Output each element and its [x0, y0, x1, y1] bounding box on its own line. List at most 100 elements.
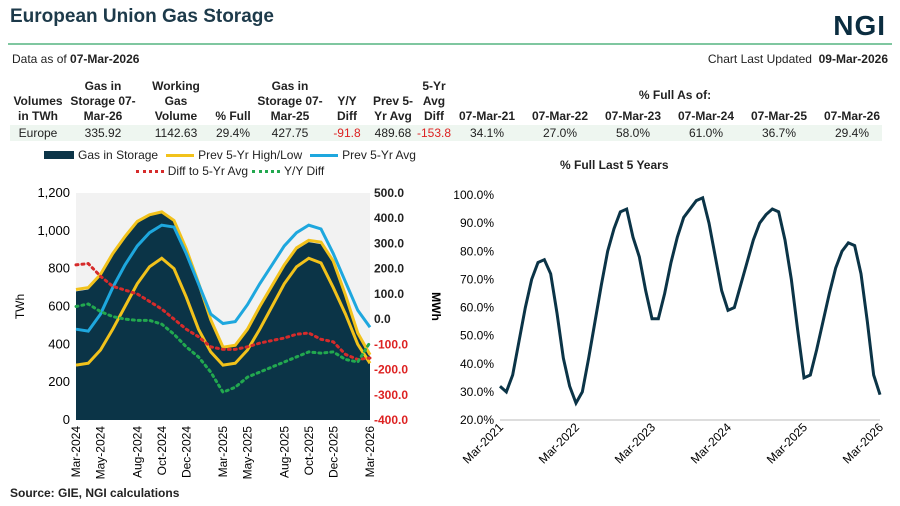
- chart2-title: % Full Last 5 Years: [560, 158, 669, 172]
- y-tick: 30.0%: [460, 385, 494, 399]
- col-header: Gas in Storage 07-Mar-25: [257, 66, 323, 124]
- y-tick: 40.0%: [460, 357, 494, 371]
- legend-label: Prev 5-Yr High/Low: [198, 148, 303, 162]
- ngi-logo: NGI: [833, 10, 886, 41]
- col-header-text: Working Gas Volume: [152, 79, 200, 123]
- y-tick: 1,000: [37, 223, 70, 238]
- y-tick: 20.0%: [460, 413, 494, 427]
- x-tick: Aug-2025: [277, 426, 291, 478]
- x-tick: Dec-2025: [326, 426, 340, 478]
- table-cell: 1142.63: [144, 125, 208, 141]
- x-tick: Mar-2024: [688, 420, 734, 466]
- x-tick: Mar-2023: [612, 420, 658, 466]
- y2-tick: 0.0: [374, 312, 391, 326]
- y-tick: 90.0%: [460, 216, 494, 230]
- table-cell-text: 29.4%: [215, 126, 251, 140]
- pct-date-header: 07-Mar-23: [600, 66, 666, 124]
- yy-diff-line: [74, 302, 372, 395]
- diff-avg-line: [74, 262, 372, 362]
- y-tick: 100.0%: [453, 188, 494, 202]
- legend-yy-diff: Y/Y Diff: [252, 164, 324, 178]
- pct-cell: 34.1%: [454, 125, 520, 141]
- pct-date-header-text: 07-Mar-21: [458, 109, 516, 123]
- pct-date-header: 07-Mar-25: [746, 66, 812, 124]
- table-cell-text: -91.8: [333, 126, 361, 140]
- x-tick: Aug-2024: [130, 426, 144, 478]
- legend-diff-avg: Diff to 5-Yr Avg: [135, 164, 248, 178]
- y2-axis-label: MWh: [429, 292, 443, 321]
- table-cell: -91.8: [327, 125, 367, 141]
- legend-label: Gas in Storage: [78, 148, 159, 162]
- col-header: Working Gas Volume: [144, 66, 208, 124]
- y-tick: 60.0%: [460, 301, 494, 315]
- y2-tick: -200.0: [374, 363, 408, 377]
- legend-swatch: [135, 169, 164, 173]
- x-tick: Mar-2025: [764, 420, 810, 466]
- y-tick: 400: [48, 336, 70, 351]
- table-cell-text: 489.68: [374, 126, 412, 140]
- pct-full-header: % Full As of:: [638, 88, 712, 102]
- table-cell-text: 335.92: [84, 126, 122, 140]
- table-cell-text: Europe: [18, 126, 58, 140]
- y-tick: 80.0%: [460, 244, 494, 258]
- y2-tick: -100.0: [374, 337, 408, 351]
- low-line: [75, 256, 372, 367]
- storage-chart: 0 200 400 600 800 1,000 1,200 -400.0 -300.0 -200.…: [13, 185, 443, 480]
- y-tick: 0: [63, 412, 70, 427]
- col-header-text: Volumes in TWh: [13, 94, 63, 123]
- pct-cell-text: 34.1%: [469, 126, 505, 140]
- table-cell-text: -153.8: [416, 126, 452, 140]
- legend-swatch: [44, 151, 75, 159]
- y-tick: 70.0%: [460, 272, 494, 286]
- gas-storage-area: [76, 212, 370, 420]
- table-cell-text: 1142.63: [154, 126, 198, 140]
- x-tick: May-2025: [241, 426, 255, 480]
- pct-date-header-text: 07-Mar-23: [604, 109, 662, 123]
- high-line: [75, 210, 372, 356]
- table-cell: -153.8: [414, 125, 454, 141]
- pct-cell: 58.0%: [600, 125, 666, 141]
- pct-date-header: 07-Mar-26: [819, 66, 885, 124]
- x-tick: Oct-2024: [155, 426, 169, 476]
- col-header: Prev 5-Yr Avg: [371, 66, 415, 124]
- y2-tick: 500.0: [374, 186, 404, 200]
- x-tick: Mar-2022: [536, 420, 582, 466]
- col-header: 5-Yr Avg Diff: [414, 66, 454, 124]
- legend: Gas in Storage Prev 5-Yr High/Low Prev 5…: [30, 148, 430, 178]
- pct-date-header-text: 07-Mar-25: [750, 109, 808, 123]
- x-tick: Dec-2024: [179, 426, 193, 478]
- pct-cell: 61.0%: [673, 125, 739, 141]
- col-header: % Full: [209, 66, 257, 124]
- data-as-of-label: Data as of: [12, 52, 67, 66]
- y-tick: 50.0%: [460, 329, 494, 343]
- col-header: Gas in Storage 07-Mar-26: [68, 66, 138, 124]
- col-header-text: Gas in Storage 07-Mar-25: [257, 79, 323, 123]
- legend-label: Prev 5-Yr Avg: [342, 148, 416, 162]
- pct-cell: 29.4%: [819, 125, 885, 141]
- table-cell: 335.92: [68, 125, 138, 141]
- last-updated: Chart Last Updated 09-Mar-2026: [708, 52, 888, 66]
- y-tick: 200: [48, 374, 70, 389]
- pct-cell-text: 29.4%: [834, 126, 870, 140]
- page-title: European Union Gas Storage: [10, 6, 274, 27]
- pct-date-header: 07-Mar-21: [454, 66, 520, 124]
- pct-full-line: [499, 195, 882, 407]
- pct-date-header: 07-Mar-24: [673, 66, 739, 124]
- legend-gas-in-storage: Gas in Storage: [44, 148, 158, 162]
- y2-tick: -400.0: [374, 413, 408, 427]
- pct-cell-text: 58.0%: [615, 126, 651, 140]
- col-header-text: Gas in Storage 07-Mar-26: [70, 79, 136, 123]
- y2-tick: 400.0: [374, 211, 404, 225]
- table-cell: Europe: [8, 125, 68, 141]
- x-tick: Mar-2026: [840, 420, 886, 466]
- x-tick: May-2024: [94, 426, 108, 480]
- pct-cell-text: 27.0%: [542, 126, 578, 140]
- pct-date-header: 07-Mar-22: [527, 66, 593, 124]
- y2-tick: 100.0: [374, 287, 404, 301]
- x-tick: Mar-2025: [216, 426, 230, 478]
- source-note: Source: GIE, NGI calculations: [10, 486, 180, 500]
- avg-line: [75, 223, 372, 333]
- legend-swatch: [252, 169, 280, 173]
- y-axis-label: TWh: [13, 294, 27, 319]
- pct-date-header-text: 07-Mar-24: [677, 109, 735, 123]
